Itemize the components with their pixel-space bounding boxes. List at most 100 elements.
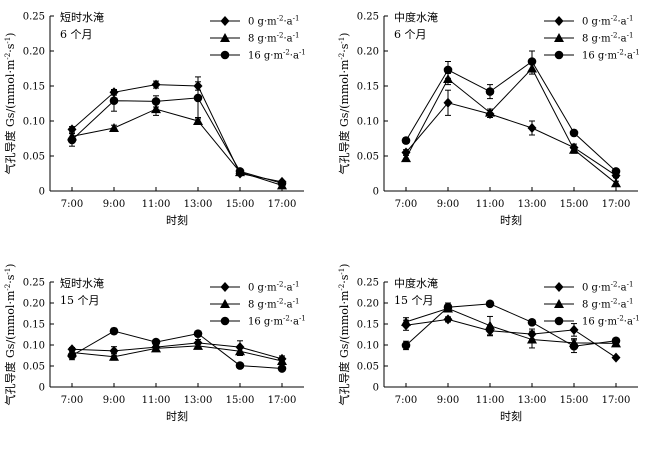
data-point [109,96,119,105]
data-point [611,352,621,363]
y-axis-label: 气孔导度 Gs/(mmol·m-2·s-1) [337,264,351,406]
x-axis-label: 时刻 [500,409,522,423]
chart-panel-4: 0 0.05 0.10 0.15 0.20 0.25 7:00 9:00 11:00 13:00 1… [337,264,640,423]
y-tick-label: 0.20 [23,299,45,310]
data-point [277,179,287,188]
y-tick-label: 0.25 [357,12,379,23]
x-tick-label: 9:00 [437,199,459,210]
series-line-3 [405,303,617,347]
legend-marker [220,16,230,26]
data-point [193,93,203,103]
y-tick-label: 0.15 [23,82,45,93]
series-line-1 [71,84,283,183]
data-point [67,124,77,135]
y-tick-label: 0.10 [357,341,379,352]
x-tick-label: 9:00 [103,199,125,210]
data-point [235,346,245,356]
y-tick-label: 0.05 [357,362,379,373]
y-tick-label: 0.20 [357,299,379,310]
data-point [235,361,245,370]
y-tick-label: 0 [39,383,45,394]
x-tick-label: 7:00 [61,199,83,210]
data-point [611,336,621,346]
y-tick-label: 0.10 [23,117,45,128]
data-point [109,351,119,361]
legend-marker [554,282,564,292]
data-point [401,153,411,163]
y-tick-label: 0 [373,187,379,198]
series-line-1 [405,102,617,177]
x-axis-label: 时刻 [166,409,188,423]
duration-label: 15 个月 [394,294,434,307]
x-tick-label: 13:00 [518,395,547,406]
legend-label-2: 8 g·m-2·a-1 [248,32,299,45]
legend-marker [554,33,564,42]
y-tick-label: 0.10 [357,117,379,128]
legend-label-3: 16 g·m-2·a-1 [582,49,640,62]
x-tick-label: 11:00 [476,199,505,210]
data-point [569,144,579,154]
data-point [109,123,119,132]
condition-label: 中度水淹 [394,276,438,290]
duration-label: 15 个月 [60,294,100,307]
y-tick-label: 0.15 [23,320,45,331]
x-tick-label: 7:00 [61,395,83,406]
chart-panel-1: 0 0.05 0.10 0.15 0.20 0.25 7:00 9:00 11:00 13:00 1… [3,10,306,227]
legend-marker [220,33,230,42]
series-line-3 [71,97,283,184]
y-tick-label: 0.15 [357,320,379,331]
data-point [485,299,495,309]
x-tick-label: 15:00 [226,395,255,406]
series-line-2 [71,108,283,186]
x-tick-label: 13:00 [184,395,213,406]
data-point [485,107,495,117]
legend-label-2: 8 g·m-2·a-1 [582,32,633,45]
y-tick-label: 0 [373,383,379,394]
data-point [569,341,579,351]
chart-panel-3: 0 0.05 0.10 0.15 0.20 0.25 7:00 9:00 11:00 13:00 1… [3,264,306,423]
x-tick-label: 13:00 [184,199,213,210]
legend-marker [554,316,564,326]
y-tick-label: 0.15 [357,82,379,93]
y-tick-label: 0.25 [23,278,45,289]
legend-label-2: 8 g·m-2·a-1 [248,298,299,311]
data-point [67,135,77,145]
data-point [485,320,495,330]
data-point [277,355,287,365]
y-tick-label: 0 [39,187,45,198]
data-point [401,316,411,326]
data-point [569,324,579,335]
data-point [611,167,621,176]
data-point [569,128,579,138]
data-point [443,97,453,108]
x-tick-label: 9:00 [437,395,459,406]
y-tick-label: 0.05 [23,362,45,373]
duration-label: 6 个月 [394,28,427,41]
condition-label: 短时水淹 [60,10,104,24]
data-point [611,178,621,188]
x-tick-label: 17:00 [602,199,631,210]
x-tick-label: 11:00 [476,395,505,406]
condition-label: 中度水淹 [394,10,438,24]
series-line-2 [405,67,617,184]
legend-marker [554,50,564,60]
data-point [443,314,453,325]
data-point [151,79,161,90]
x-tick-label: 9:00 [103,395,125,406]
data-point [277,364,287,373]
data-point [443,302,453,312]
data-point [443,65,453,75]
legend-marker [220,316,230,326]
x-tick-label: 17:00 [268,199,297,210]
data-point [527,123,537,133]
data-point [527,57,537,66]
data-point [151,97,161,106]
legend-label-3: 16 g·m-2·a-1 [248,315,306,328]
y-tick-label: 0.05 [23,152,45,163]
x-tick-label: 11:00 [142,395,171,406]
x-axis-label: 时刻 [500,213,522,227]
x-tick-label: 11:00 [142,199,171,210]
x-tick-label: 13:00 [518,199,547,210]
x-tick-label: 15:00 [560,199,589,210]
